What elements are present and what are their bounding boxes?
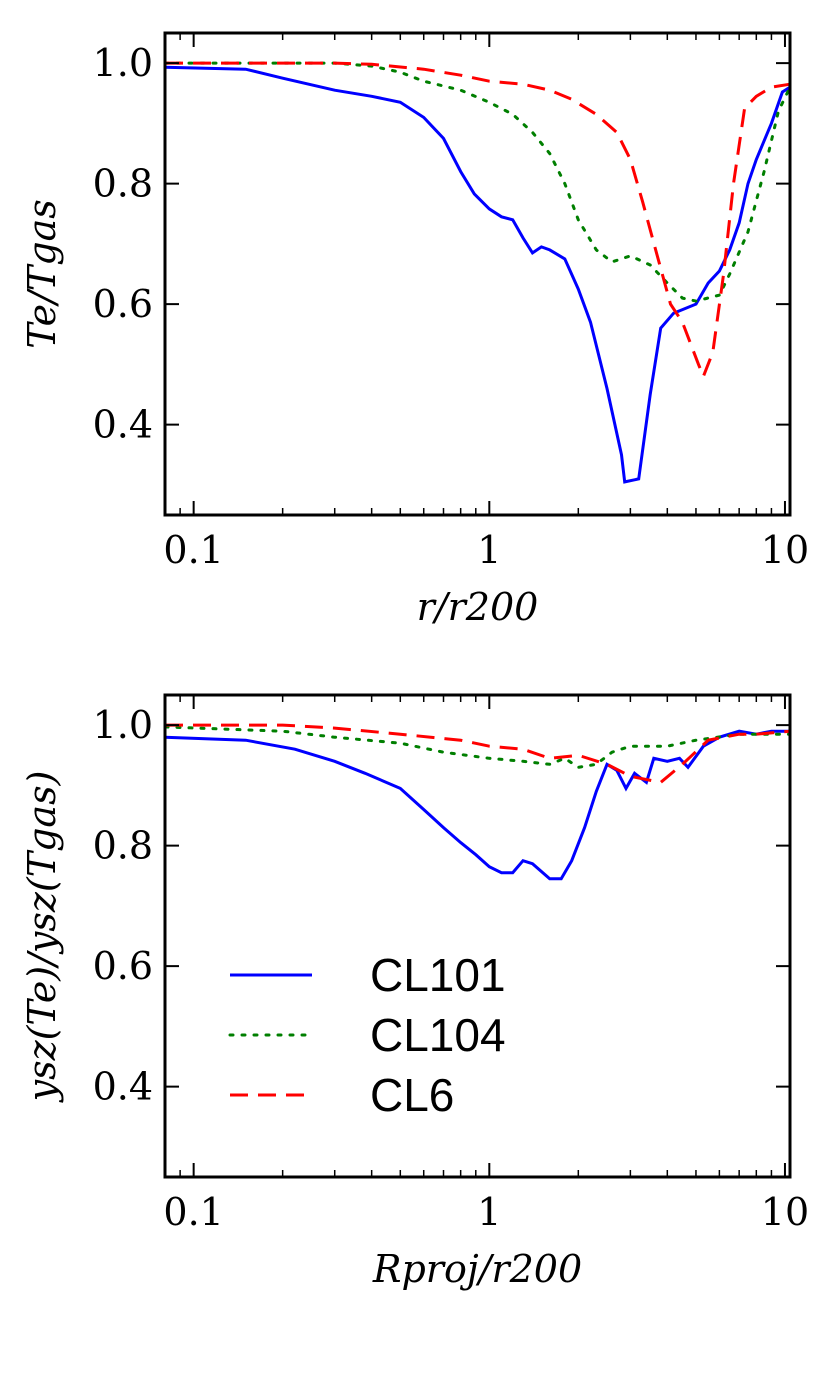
- x-axis-label: r/r200: [417, 585, 539, 629]
- y-tick-label: 0.6: [93, 282, 153, 326]
- x-tick-label: 10: [761, 528, 809, 572]
- line-series: [164, 65, 791, 484]
- y-tick-label: 0.6: [93, 944, 153, 988]
- y-tick-label: 0.8: [93, 824, 153, 868]
- line-series: [165, 61, 791, 381]
- line-series: [163, 61, 792, 303]
- axes-frame: [163, 31, 792, 517]
- axes-frame: [163, 693, 792, 1179]
- y-tick-label: 0.4: [93, 1065, 153, 1109]
- y-tick-label: 0.8: [93, 162, 153, 206]
- x-tick-label: 10: [761, 1190, 809, 1234]
- line-series: [163, 725, 792, 769]
- line-series: [164, 729, 790, 881]
- y-tick-label: 1.0: [93, 703, 153, 747]
- y-axis-label: ysz(Te)/ysz(Tgas): [20, 771, 64, 1104]
- y-tick-label: 1.0: [93, 41, 153, 85]
- line-series: [165, 723, 791, 785]
- x-tick-label: 1: [477, 1190, 501, 1234]
- x-axis-label: Rproj/r200: [372, 1247, 582, 1291]
- y-tick-label: 0.4: [93, 403, 153, 447]
- y-axis-label: Te/Tgas: [20, 199, 64, 349]
- legend-label: CL6: [370, 1069, 454, 1121]
- x-tick-label: 0.1: [163, 528, 223, 572]
- legend-label: CL101: [370, 949, 506, 1001]
- x-tick-label: 1: [477, 528, 501, 572]
- legend-label: CL104: [370, 1009, 506, 1061]
- x-tick-label: 0.1: [163, 1190, 223, 1234]
